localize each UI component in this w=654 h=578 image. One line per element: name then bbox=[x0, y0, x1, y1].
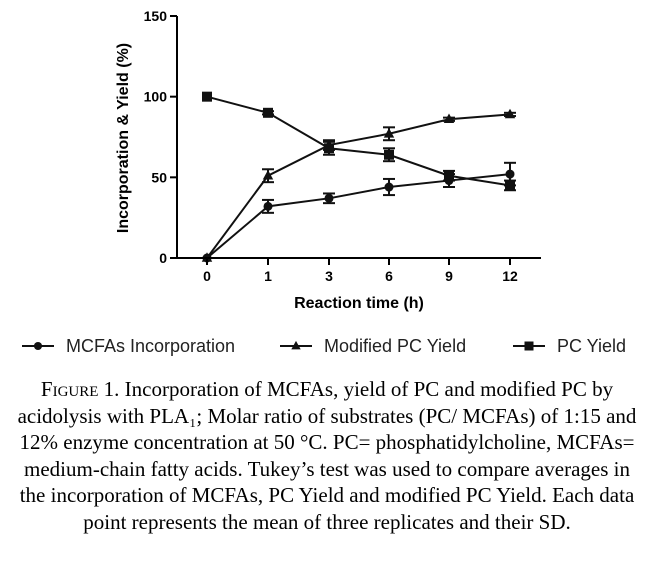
figure-caption: Figure 1. Incorporation of MCFAs, yield … bbox=[16, 376, 638, 535]
data-point bbox=[444, 170, 454, 181]
legend-label: MCFAs Incorporation bbox=[66, 336, 235, 356]
legend-item: PC Yield bbox=[513, 336, 626, 356]
legend-label: Modified PC Yield bbox=[324, 336, 466, 356]
data-point bbox=[443, 113, 455, 124]
legend-marker bbox=[291, 340, 301, 350]
x-tick-label: 3 bbox=[325, 268, 333, 284]
axes bbox=[176, 16, 541, 259]
series-triangle bbox=[201, 108, 516, 262]
y-tick-label: 0 bbox=[159, 250, 167, 266]
legend-item: MCFAs Incorporation bbox=[22, 336, 235, 356]
legend-marker bbox=[33, 341, 43, 351]
x-tick-label: 9 bbox=[445, 268, 453, 284]
series-circle bbox=[202, 161, 516, 263]
y-tick-label: 150 bbox=[144, 8, 168, 24]
data-point bbox=[384, 149, 394, 160]
data-point bbox=[263, 107, 273, 118]
plot-area bbox=[201, 91, 516, 263]
data-point bbox=[324, 143, 334, 154]
chart: 0 50 100 150 0 1 3 6 9 12 Incorporation & Yield … bbox=[22, 8, 626, 356]
legend-label: PC Yield bbox=[557, 336, 626, 356]
figure-label: Figure 1. bbox=[40, 377, 120, 401]
data-point bbox=[202, 91, 212, 102]
x-tick-label: 1 bbox=[264, 268, 272, 284]
x-tick-label: 12 bbox=[502, 268, 518, 284]
data-point bbox=[263, 201, 273, 211]
data-point bbox=[504, 108, 516, 119]
y-ticks: 0 50 100 150 bbox=[144, 8, 177, 266]
data-point bbox=[505, 180, 515, 191]
y-tick-label: 50 bbox=[151, 169, 167, 185]
data-point bbox=[505, 169, 515, 179]
x-axis-title: Reaction time (h) bbox=[294, 295, 424, 312]
legend: MCFAs Incorporation Modified PC Yield PC Y… bbox=[22, 336, 626, 356]
legend-marker bbox=[524, 341, 534, 351]
x-tick-label: 6 bbox=[385, 268, 393, 284]
data-point bbox=[384, 182, 394, 192]
legend-item: Modified PC Yield bbox=[280, 336, 466, 356]
data-point bbox=[262, 170, 274, 180]
caption-text: Incorporation of MCFAs, yield of PC and … bbox=[17, 377, 637, 534]
series-line bbox=[206, 173, 511, 259]
x-ticks: 0 1 3 6 9 12 bbox=[203, 258, 518, 284]
series-square bbox=[202, 91, 516, 192]
y-tick-label: 100 bbox=[144, 89, 168, 105]
data-point bbox=[324, 193, 334, 203]
x-tick-label: 0 bbox=[203, 268, 211, 284]
data-point bbox=[383, 128, 395, 138]
y-axis-title: Incorporation & Yield (%) bbox=[115, 43, 132, 233]
series-line bbox=[206, 113, 511, 259]
series-line bbox=[206, 95, 511, 187]
